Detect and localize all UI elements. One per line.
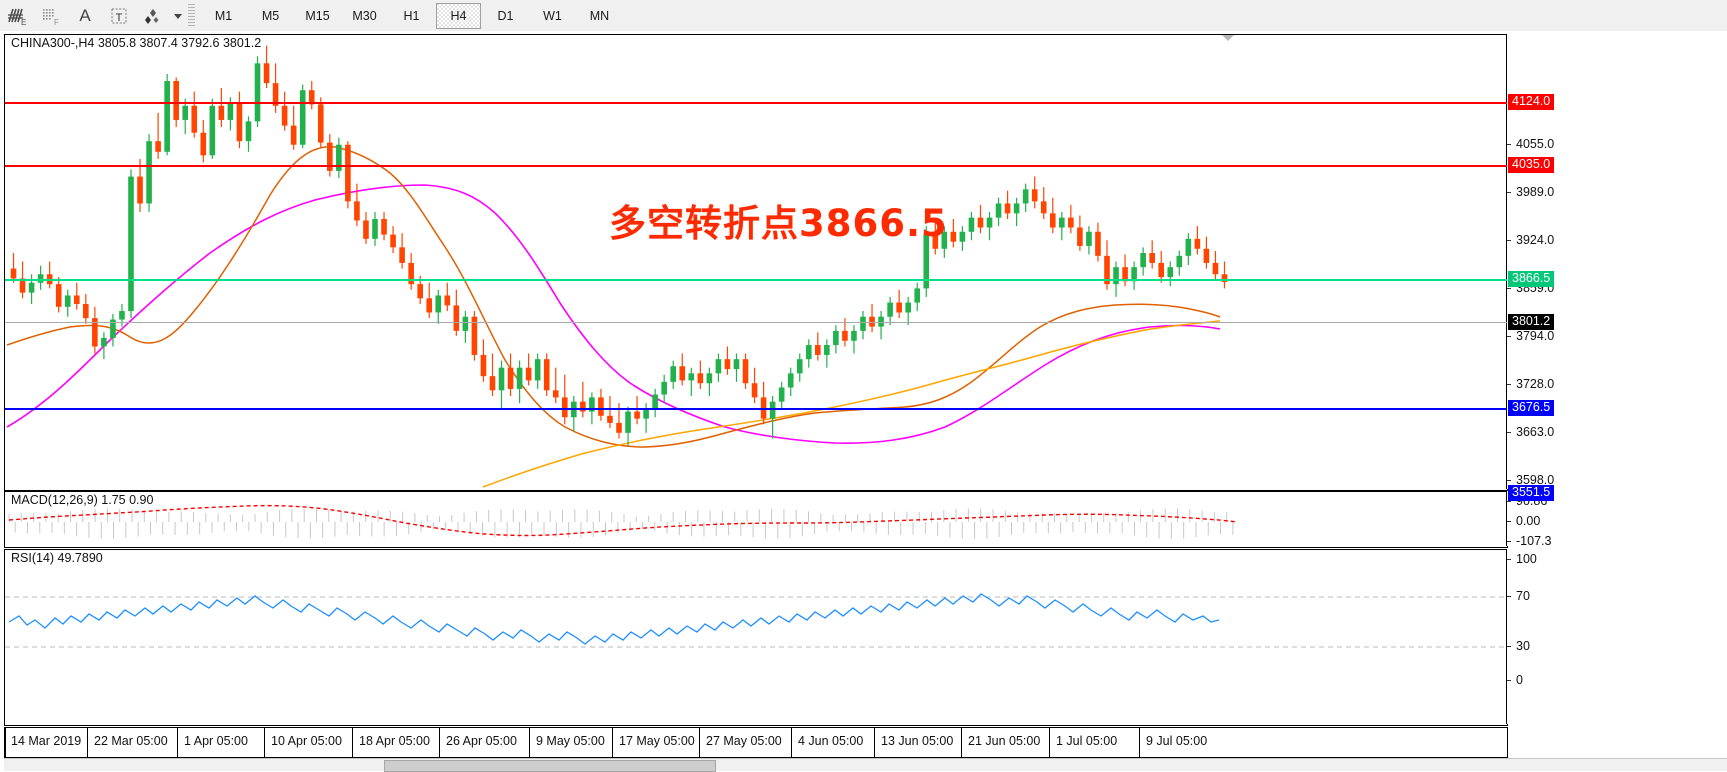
price-tick: 3989.0: [1507, 185, 1554, 199]
resistance-level-4035-badge[interactable]: 4035.0: [1508, 157, 1555, 173]
indicators-icon[interactable]: E: [0, 1, 34, 30]
time-label: 4 Jun 05:00: [798, 734, 864, 748]
time-label: 1 Apr 05:00: [184, 734, 248, 748]
time-label: 14 Mar 2019: [11, 734, 82, 748]
time-label: 18 Apr 05:00: [359, 734, 430, 748]
toolbar-grip[interactable]: [188, 3, 195, 28]
svg-text:E: E: [21, 18, 26, 26]
time-label: 27 May 05:00: [706, 734, 782, 748]
time-label: 10 Apr 05:00: [271, 734, 342, 748]
time-label: 26 Apr 05:00: [446, 734, 517, 748]
time-divider: [529, 728, 530, 757]
time-divider: [1139, 728, 1140, 757]
chart-annotation-text[interactable]: 多空转折点3866.5: [609, 202, 948, 245]
price-axis[interactable]: 4055.0 3989.0 3924.0 3859.0 3794.0 3728.0 3663…: [1506, 34, 1727, 535]
support-level-3551-badge[interactable]: 3551.5: [1508, 485, 1555, 501]
candlestick-series: [6, 146, 1221, 488]
time-divider: [87, 728, 88, 757]
macd-series: [8, 504, 1238, 539]
timeframe-button-w1[interactable]: W1: [543, 8, 562, 23]
price-tick: 3728.0: [1507, 377, 1554, 391]
text-box-icon[interactable]: T: [102, 1, 136, 30]
current-price-3801-line[interactable]: [5, 322, 1507, 323]
pivot-level-3866-line[interactable]: [5, 279, 1507, 281]
objects-icon[interactable]: [136, 1, 170, 30]
chart-header-label: CHINA300-,H4 3805.8 3807.4 3792.6 3801.2: [9, 36, 264, 50]
time-divider: [612, 728, 613, 757]
rsi-tick: 30: [1507, 639, 1530, 653]
pivot-level-3866-badge[interactable]: 3866.5: [1508, 271, 1555, 287]
current-price-3801-badge[interactable]: 3801.2: [1508, 314, 1555, 330]
support-level-3676-line[interactable]: [5, 408, 1507, 410]
price-tick: 3924.0: [1507, 233, 1554, 247]
time-label: 1 Jul 05:00: [1056, 734, 1118, 748]
timeframe-button-m15[interactable]: M15: [305, 8, 330, 23]
macd-tick: 0.00: [1507, 514, 1540, 528]
svg-text:F: F: [54, 18, 59, 26]
macd-pane[interactable]: MACD(12,26,9) 1.75 0.90: [4, 491, 1508, 548]
timeframe-button-h1[interactable]: H1: [403, 8, 420, 23]
time-divider: [874, 728, 875, 757]
rsi-tick: 70: [1507, 589, 1530, 603]
chart-toolbar: E F A: [0, 0, 1727, 32]
price-tick: 3598.0: [1507, 473, 1554, 487]
time-axis[interactable]: 14 Mar 2019 22 Mar 05:00 1 Apr 05:00 10 Apr…: [4, 727, 1508, 758]
resistance-level-4124-badge[interactable]: 4124.0: [1508, 94, 1555, 110]
grid-template-icon[interactable]: F: [34, 1, 68, 30]
candle-layer: [10, 45, 1228, 446]
rsi-tick: 0: [1507, 673, 1523, 687]
chart-top-marker: [1222, 35, 1234, 41]
ma-third-line: [482, 320, 1221, 488]
macd-signal-line: [8, 504, 1238, 537]
time-divider: [264, 728, 265, 757]
rsi-tick: 100: [1507, 552, 1537, 566]
rsi-label: RSI(14) 49.7890: [9, 551, 105, 565]
time-divider: [699, 728, 700, 757]
time-divider: [177, 728, 178, 757]
objects-dropdown-arrow-icon[interactable]: [170, 1, 186, 30]
time-divider: [1049, 728, 1050, 757]
time-label: 22 Mar 05:00: [94, 734, 168, 748]
resistance-level-4124-line[interactable]: [5, 102, 1507, 104]
time-label: 9 Jul 05:00: [1146, 734, 1208, 748]
time-divider: [5, 728, 6, 757]
time-label: 21 Jun 05:00: [968, 734, 1041, 748]
timeframe-button-m5[interactable]: M5: [261, 8, 280, 23]
price-tick: 4055.0: [1507, 137, 1554, 151]
time-divider: [791, 728, 792, 757]
rsi-pane[interactable]: RSI(14) 49.7890: [4, 549, 1508, 726]
rsi-series: [5, 593, 1505, 648]
text-label-icon[interactable]: A: [79, 5, 91, 25]
support-level-3676-badge[interactable]: 3676.5: [1508, 400, 1555, 416]
timeframe-button-mn[interactable]: MN: [589, 8, 610, 23]
timeframe-button-m30[interactable]: M30: [352, 8, 377, 23]
price-tick: 3663.0: [1507, 425, 1554, 439]
timeframe-button-d1[interactable]: D1: [497, 8, 514, 23]
macd-label: MACD(12,26,9) 1.75 0.90: [9, 493, 156, 507]
price-tick: 3794.0: [1507, 329, 1554, 343]
rsi-line: [8, 593, 1220, 645]
ma-slow-line: [6, 184, 1221, 444]
rsi-axis[interactable]: 100 70 30 0: [1506, 549, 1727, 724]
resistance-level-4035-line[interactable]: [5, 165, 1507, 167]
ma-fast-line: [6, 146, 1221, 448]
timeframe-button-m1[interactable]: M1: [214, 8, 233, 23]
timeframe-group: M1 M5 M15 M30 H1 H4 D1 W1 MN: [200, 2, 623, 29]
time-label: 13 Jun 05:00: [881, 734, 954, 748]
time-label: 9 May 05:00: [536, 734, 605, 748]
price-level-lines: [5, 35, 1507, 490]
price-pane[interactable]: 多空转折点3866.5 CHINA300-,H4 3805.8 3807.4 3…: [4, 34, 1508, 491]
time-divider: [961, 728, 962, 757]
scrollbar-thumb[interactable]: [384, 760, 716, 772]
time-divider: [352, 728, 353, 757]
time-label: 17 May 05:00: [619, 734, 695, 748]
time-divider: [439, 728, 440, 757]
macd-tick: -107.3: [1507, 534, 1551, 548]
timeframe-button-h4[interactable]: H4: [436, 2, 481, 29]
svg-text:T: T: [116, 12, 123, 24]
chart-area: 多空转折点3866.5 CHINA300-,H4 3805.8 3807.4 3…: [0, 31, 1727, 772]
